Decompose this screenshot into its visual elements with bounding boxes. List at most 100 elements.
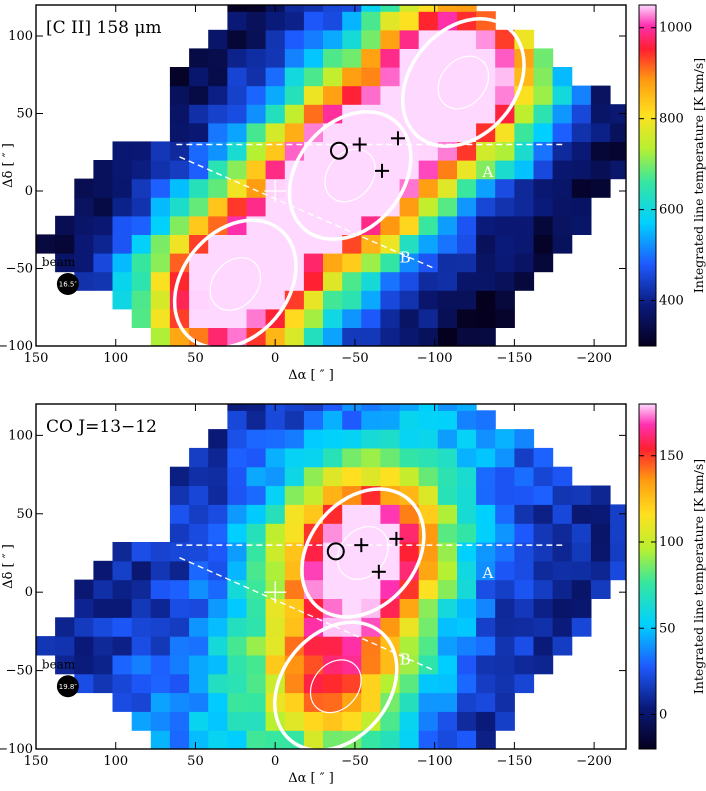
heatmap-cell (418, 5, 439, 12)
heatmap-cell (284, 67, 305, 87)
heatmap-cell (265, 141, 286, 161)
heatmap-cell (361, 11, 381, 31)
heatmap-cell (208, 617, 228, 637)
heatmap-cell (571, 85, 592, 105)
heatmap-cell (457, 447, 477, 468)
heatmap-cell (189, 730, 209, 749)
heatmap-cell (342, 654, 362, 675)
heatmap-cell (93, 271, 114, 291)
heatmap-cell (380, 404, 401, 411)
heatmap-cell (476, 271, 496, 291)
heatmap-cell (169, 654, 190, 675)
heatmap-cell (131, 197, 152, 217)
heatmap-cell (495, 178, 515, 198)
heatmap-cell (533, 636, 554, 656)
heatmap-cell (55, 253, 75, 273)
heatmap-cell (552, 141, 573, 161)
heatmap-cell (476, 215, 496, 235)
heatmap-cell (418, 308, 439, 328)
heatmap-cell (457, 234, 477, 254)
heatmap-cell (457, 598, 477, 618)
colorbar-tick-label: 800 (659, 112, 684, 127)
heatmap-cell (208, 504, 228, 524)
heatmap-cell (323, 253, 343, 273)
heatmap-cell (437, 29, 458, 49)
heatmap-cell (361, 504, 381, 524)
heatmap-cell (265, 160, 286, 180)
heatmap-cell (227, 67, 248, 87)
heatmap-cell (323, 523, 343, 543)
heatmap-cell (150, 160, 171, 180)
heatmap-cell (303, 178, 324, 198)
x-tick-label: 0 (271, 754, 279, 769)
heatmap-cell (399, 523, 420, 543)
contour-line (309, 659, 362, 714)
heatmap-cell (169, 160, 190, 180)
heatmap-cell (361, 308, 381, 328)
heatmap-cell (208, 253, 228, 273)
heatmap-cell (476, 197, 496, 217)
heatmap-cell (303, 598, 324, 618)
heatmap-cell (552, 523, 573, 543)
heatmap-cell (246, 730, 267, 749)
heatmap-cell (150, 215, 171, 235)
heatmap-cell (227, 11, 248, 31)
x-tick-label: 50 (187, 351, 204, 366)
heatmap-cell (495, 598, 515, 618)
colorbar (638, 4, 657, 347)
heatmap-cell (112, 215, 133, 235)
heatmap-cell (93, 579, 114, 599)
heatmap-cell (399, 617, 420, 637)
heatmap-cell (476, 290, 496, 310)
heatmap-cell (418, 85, 439, 105)
heatmap-cell (342, 410, 362, 430)
heatmap-cell (571, 141, 592, 161)
heatmap-cell (399, 5, 420, 12)
heatmap-cell (610, 141, 626, 161)
heatmap-cell (361, 5, 381, 12)
heatmap-cell (323, 85, 343, 105)
heatmap-cell (590, 560, 611, 581)
heatmap-cell (265, 11, 286, 31)
heatmap-cell (533, 122, 554, 142)
heatmap-cell (495, 197, 515, 217)
heatmap-cell (552, 197, 573, 217)
heatmap-cell (418, 617, 439, 637)
heatmap-cell (112, 579, 133, 599)
heatmap-cell (437, 308, 458, 328)
heatmap-cell (112, 692, 133, 712)
heatmap-cell (323, 673, 343, 694)
heatmap-cell (437, 104, 458, 124)
heatmap-cell (495, 692, 515, 712)
heatmap-cell (437, 466, 458, 487)
heatmap-cell (189, 711, 209, 731)
heatmap-cell (246, 466, 267, 487)
heatmap-cell (246, 542, 267, 562)
heatmap-cell (265, 104, 286, 124)
y-tick-label: −100 (0, 742, 33, 757)
heatmap-cell (342, 327, 362, 346)
heatmap-cell (380, 5, 401, 12)
heatmap-cell (74, 654, 94, 675)
circle-marker (329, 141, 348, 160)
heatmap-cell (169, 234, 190, 254)
y-tick-label: −50 (6, 664, 33, 679)
heatmap-cell (246, 485, 267, 505)
heatmap-cell (246, 692, 267, 712)
fwhm-label: FWHM (42, 707, 85, 721)
heatmap-cell (514, 654, 535, 675)
cut-label-b: B (400, 650, 411, 668)
heatmap-cell (227, 308, 248, 328)
heatmap-cell (246, 85, 267, 105)
heatmap-cell (323, 485, 343, 505)
heatmap-cell (227, 542, 248, 562)
heatmap-cell (246, 234, 267, 254)
heatmap-cell (189, 197, 209, 217)
heatmap-cell (208, 598, 228, 618)
heatmap-cell (342, 308, 362, 328)
heatmap-cell (131, 542, 152, 562)
heatmap-cell (265, 560, 286, 581)
heatmap-cell (303, 29, 324, 49)
contours (172, 17, 526, 346)
heatmap-cell (380, 141, 401, 161)
